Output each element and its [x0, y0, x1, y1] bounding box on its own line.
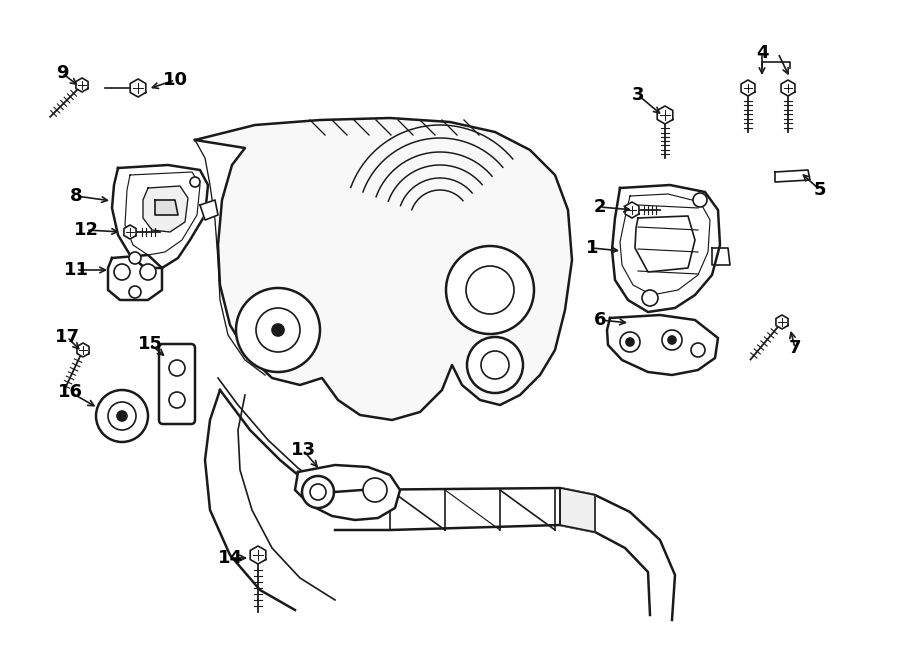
Circle shape: [691, 343, 705, 357]
Text: 9: 9: [56, 64, 68, 82]
Text: 8: 8: [69, 187, 82, 205]
Circle shape: [620, 332, 640, 352]
Polygon shape: [108, 255, 162, 300]
Circle shape: [272, 324, 284, 336]
Circle shape: [140, 264, 156, 280]
Text: 7: 7: [788, 339, 801, 357]
Polygon shape: [775, 170, 810, 182]
Circle shape: [129, 286, 141, 298]
Polygon shape: [76, 343, 89, 357]
Polygon shape: [781, 80, 795, 96]
Circle shape: [169, 360, 185, 376]
Polygon shape: [657, 106, 673, 124]
Circle shape: [662, 330, 682, 350]
Circle shape: [446, 246, 534, 334]
Circle shape: [190, 177, 200, 187]
Polygon shape: [741, 80, 755, 96]
Text: 11: 11: [64, 261, 88, 279]
FancyBboxPatch shape: [159, 344, 195, 424]
Polygon shape: [200, 200, 218, 220]
Circle shape: [642, 290, 658, 306]
Circle shape: [108, 402, 136, 430]
Polygon shape: [776, 315, 788, 329]
Polygon shape: [155, 200, 178, 215]
Circle shape: [466, 266, 514, 314]
Text: 5: 5: [814, 181, 826, 199]
Circle shape: [169, 392, 185, 408]
Text: 4: 4: [756, 44, 769, 62]
Text: 1: 1: [586, 239, 598, 257]
Polygon shape: [626, 202, 639, 218]
Circle shape: [310, 484, 326, 500]
Polygon shape: [124, 225, 136, 239]
Polygon shape: [712, 248, 730, 265]
Polygon shape: [130, 79, 146, 97]
Text: 15: 15: [138, 335, 163, 353]
Text: 6: 6: [594, 311, 607, 329]
Text: 17: 17: [55, 328, 79, 346]
Polygon shape: [607, 315, 718, 375]
Circle shape: [668, 336, 676, 344]
Circle shape: [114, 264, 130, 280]
Text: 14: 14: [218, 549, 242, 567]
Polygon shape: [195, 118, 572, 420]
Circle shape: [481, 351, 509, 379]
Circle shape: [693, 193, 707, 207]
Text: 13: 13: [291, 441, 316, 459]
Text: 2: 2: [594, 198, 607, 216]
Circle shape: [302, 476, 334, 508]
Polygon shape: [143, 186, 188, 232]
Circle shape: [626, 338, 634, 346]
Polygon shape: [76, 78, 88, 92]
Circle shape: [467, 337, 523, 393]
Text: 10: 10: [163, 71, 187, 89]
Circle shape: [96, 390, 148, 442]
Text: 3: 3: [632, 86, 644, 104]
Polygon shape: [112, 165, 208, 268]
Polygon shape: [250, 546, 266, 564]
Polygon shape: [560, 488, 595, 532]
Polygon shape: [295, 465, 400, 520]
Circle shape: [117, 411, 127, 421]
Circle shape: [256, 308, 300, 352]
Circle shape: [236, 288, 320, 372]
Text: 16: 16: [58, 383, 83, 401]
Circle shape: [363, 478, 387, 502]
Circle shape: [129, 252, 141, 264]
Text: 12: 12: [74, 221, 98, 239]
Polygon shape: [612, 185, 720, 312]
